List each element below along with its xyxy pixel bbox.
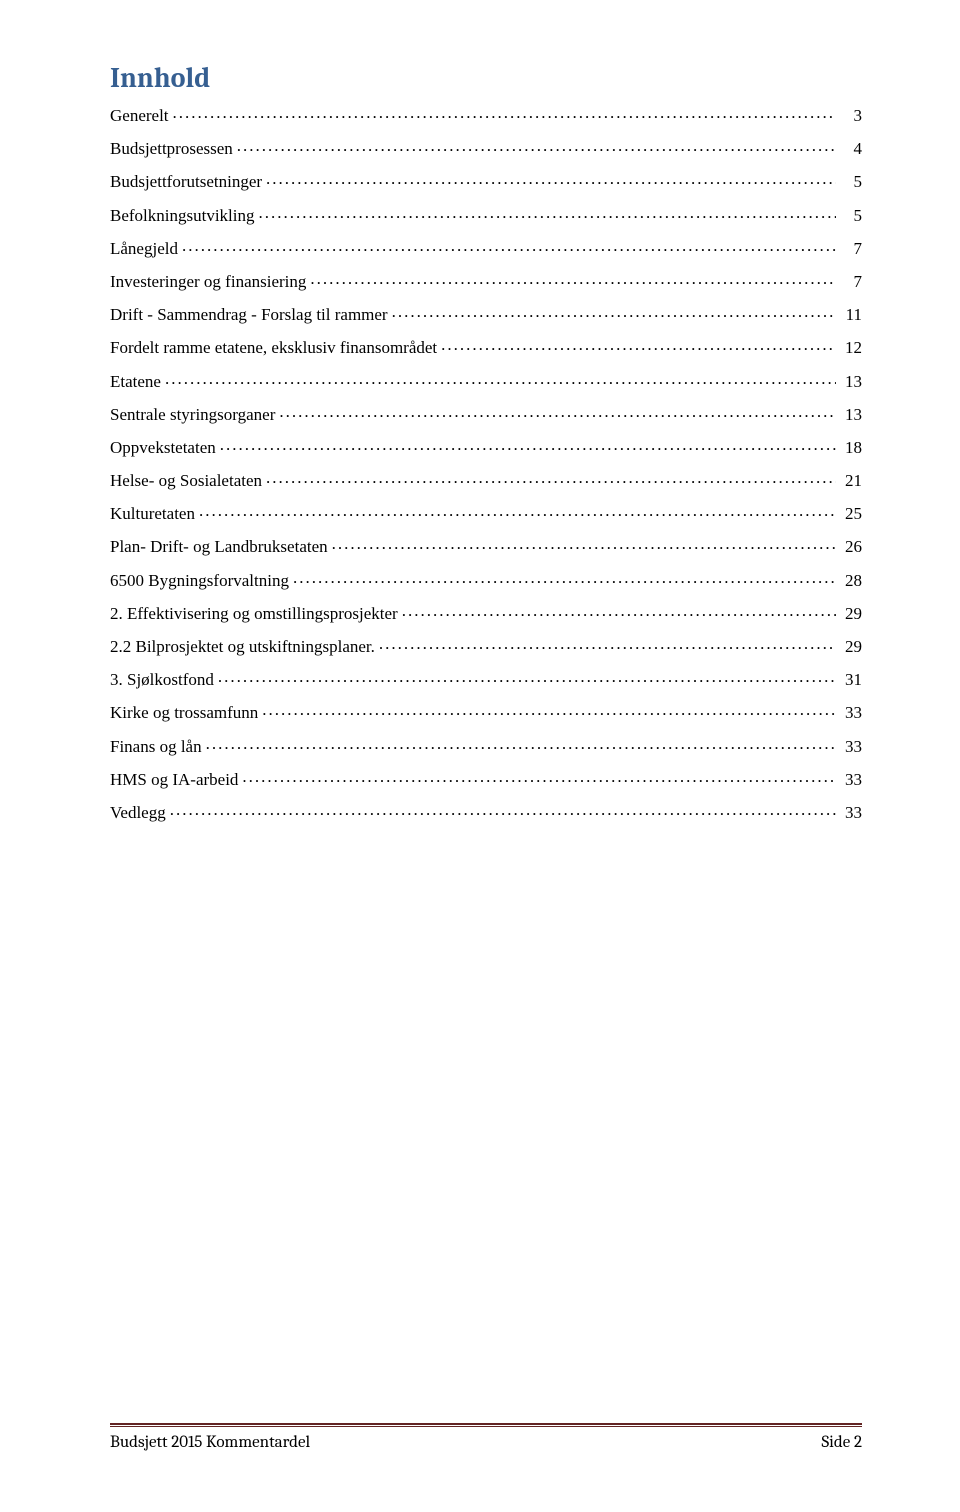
toc-entry-page: 33 [840, 771, 862, 788]
toc-leader [173, 104, 836, 121]
toc-leader [266, 469, 836, 486]
toc-leader [262, 701, 836, 718]
toc-leader [279, 403, 836, 420]
toc-entry-page: 29 [840, 638, 862, 655]
toc-entry-page: 7 [840, 240, 862, 257]
toc-entry-page: 25 [840, 505, 862, 522]
toc-entry-page: 33 [840, 804, 862, 821]
toc-entry: Vedlegg 33 [110, 801, 862, 821]
toc-entry-page: 4 [840, 140, 862, 157]
toc-leader [237, 137, 836, 154]
toc-entry-page: 33 [840, 704, 862, 721]
toc-entry: Befolkningsutvikling 5 [110, 204, 862, 224]
page: Innhold Generelt 3 Budsjettprosessen 4 B… [0, 0, 960, 1512]
toc-entry: 3. Sjølkostfond 31 [110, 668, 862, 688]
toc-leader [218, 668, 836, 685]
toc-list: Generelt 3 Budsjettprosessen 4 Budsjettf… [110, 104, 862, 821]
toc-leader [293, 569, 836, 586]
toc-entry: 2. Effektivisering og omstillingsprosjek… [110, 602, 862, 622]
toc-entry: Budsjettforutsetninger 5 [110, 170, 862, 190]
toc-entry-label: Oppvekstetaten [110, 439, 216, 456]
toc-entry-label: Finans og lån [110, 738, 202, 755]
footer-rule-thick [110, 1423, 862, 1425]
toc-entry: Sentrale styringsorganer 13 [110, 403, 862, 423]
toc-entry: Fordelt ramme etatene, eksklusiv finanso… [110, 336, 862, 356]
toc-entry-label: Fordelt ramme etatene, eksklusiv finanso… [110, 339, 437, 356]
toc-entry-label: Plan- Drift- og Landbruksetaten [110, 538, 328, 555]
toc-entry-page: 13 [840, 406, 862, 423]
toc-entry: Plan- Drift- og Landbruksetaten 26 [110, 535, 862, 555]
toc-leader [206, 735, 836, 752]
toc-entry-page: 21 [840, 472, 862, 489]
toc-entry-label: Kirke og trossamfunn [110, 704, 258, 721]
toc-leader [392, 303, 836, 320]
toc-entry-page: 26 [840, 538, 862, 555]
toc-leader [402, 602, 836, 619]
toc-entry: Etatene 13 [110, 370, 862, 390]
toc-entry-page: 13 [840, 373, 862, 390]
toc-entry-label: Budsjettforutsetninger [110, 173, 262, 190]
toc-entry: Kirke og trossamfunn 33 [110, 701, 862, 721]
toc-entry-page: 3 [840, 107, 862, 124]
toc-entry-page: 5 [840, 207, 862, 224]
footer-line: Budsjett 2015 Kommentardel Side 2 [110, 1433, 862, 1452]
toc-leader [379, 635, 836, 652]
toc-leader [199, 502, 836, 519]
toc-entry-label: Helse- og Sosialetaten [110, 472, 262, 489]
toc-entry-label: 3. Sjølkostfond [110, 671, 214, 688]
toc-entry: Kulturetaten 25 [110, 502, 862, 522]
toc-entry-label: Budsjettprosessen [110, 140, 233, 157]
toc-leader [182, 237, 836, 254]
toc-entry-page: 5 [840, 173, 862, 190]
toc-entry-label: Generelt [110, 107, 169, 124]
toc-entry-label: Vedlegg [110, 804, 166, 821]
toc-entry-label: Drift - Sammendrag - Forslag til rammer [110, 306, 388, 323]
toc-entry: Lånegjeld 7 [110, 237, 862, 257]
toc-entry: Finans og lån 33 [110, 735, 862, 755]
toc-leader [220, 436, 836, 453]
toc-entry-label: 2. Effektivisering og omstillingsprosjek… [110, 605, 398, 622]
toc-entry-label: Befolkningsutvikling [110, 207, 255, 224]
toc-entry-page: 33 [840, 738, 862, 755]
toc-entry: Drift - Sammendrag - Forslag til rammer … [110, 303, 862, 323]
toc-leader [259, 204, 837, 221]
toc-leader [242, 768, 836, 785]
toc-entry-label: 2.2 Bilprosjektet og utskiftningsplaner. [110, 638, 375, 655]
toc-entry: HMS og IA-arbeid 33 [110, 768, 862, 788]
toc-entry-page: 11 [840, 306, 862, 323]
toc-entry: Helse- og Sosialetaten 21 [110, 469, 862, 489]
toc-title: Innhold [110, 62, 862, 94]
toc-leader [170, 801, 836, 818]
toc-entry-label: Investeringer og finansiering [110, 273, 306, 290]
toc-leader [310, 270, 836, 287]
toc-entry: Generelt 3 [110, 104, 862, 124]
toc-entry-page: 12 [840, 339, 862, 356]
footer-left: Budsjett 2015 Kommentardel [110, 1433, 310, 1452]
toc-entry: Budsjettprosessen 4 [110, 137, 862, 157]
footer-right: Side 2 [821, 1433, 862, 1452]
toc-entry: Oppvekstetaten 18 [110, 436, 862, 456]
toc-entry-label: Lånegjeld [110, 240, 178, 257]
toc-leader [332, 535, 836, 552]
toc-entry: 2.2 Bilprosjektet og utskiftningsplaner.… [110, 635, 862, 655]
toc-entry-page: 31 [840, 671, 862, 688]
toc-leader [266, 170, 836, 187]
toc-entry: Investeringer og finansiering 7 [110, 270, 862, 290]
toc-leader [165, 370, 836, 387]
toc-entry-page: 28 [840, 572, 862, 589]
toc-entry-label: Kulturetaten [110, 505, 195, 522]
footer: Budsjett 2015 Kommentardel Side 2 [110, 1423, 862, 1452]
toc-entry-page: 7 [840, 273, 862, 290]
toc-entry: 6500 Bygningsforvaltning 28 [110, 569, 862, 589]
toc-leader [441, 336, 836, 353]
toc-entry-page: 29 [840, 605, 862, 622]
toc-entry-label: Etatene [110, 373, 161, 390]
toc-entry-label: HMS og IA-arbeid [110, 771, 238, 788]
toc-entry-label: Sentrale styringsorganer [110, 406, 275, 423]
toc-entry-page: 18 [840, 439, 862, 456]
toc-entry-label: 6500 Bygningsforvaltning [110, 572, 289, 589]
footer-rule-thin [110, 1426, 862, 1427]
